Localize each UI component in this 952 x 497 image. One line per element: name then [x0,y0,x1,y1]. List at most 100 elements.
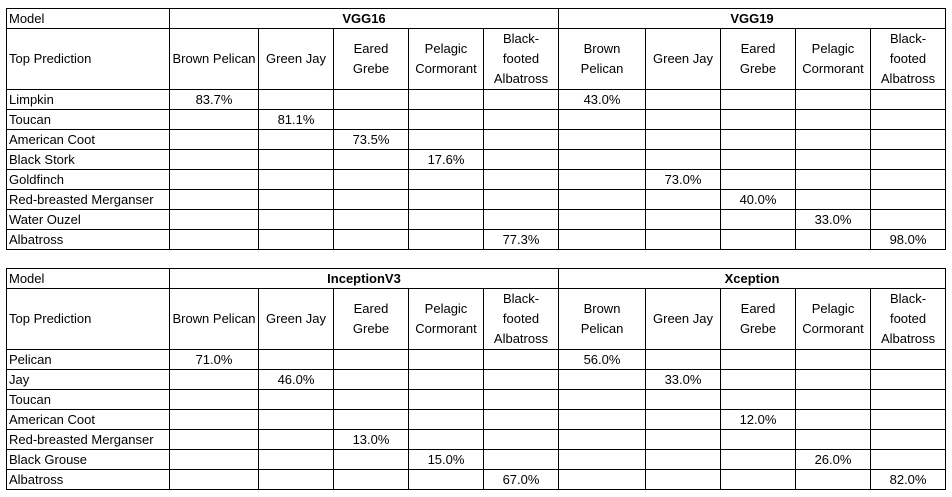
confidence-cell [169,189,259,210]
class-column-header: Brown Pelican [558,288,647,350]
confidence-cell [333,369,409,390]
confidence-cell [333,109,409,130]
confidence-cell [258,209,334,230]
confidence-cell [558,449,647,470]
class-header-row: Top Prediction Brown Pelican Green Jay Eare… [6,288,947,350]
prediction-label: Red-breasted Merganser [6,189,170,210]
confidence-cell [558,469,647,490]
class-column-header: Green Jay [645,28,721,90]
confidence-cell [870,389,947,410]
confidence-cell [645,349,722,370]
confidence-cell: 13.0% [333,429,409,450]
confidence-cell [408,469,484,490]
table-row: Water Ouzel 33.0% [6,209,946,230]
confidence-cell [720,389,797,410]
table-row: Albatross 67.0% 82.0% [6,469,947,490]
confidence-cell [795,229,871,250]
confidence-cell [169,229,259,250]
prediction-label: Toucan [6,389,170,410]
confidence-cell [408,209,484,230]
confidence-cell [720,169,796,190]
confidence-cell [558,189,646,210]
confidence-cell [333,89,409,110]
confidence-cell [169,369,259,390]
confidence-cell [408,109,484,130]
confidence-cell [870,149,946,170]
confidence-cell [795,369,872,390]
prediction-label: Albatross [6,469,170,490]
confidence-cell [258,409,334,430]
confidence-cell: 33.0% [795,209,871,230]
confidence-cell [258,469,334,490]
prediction-label: Toucan [6,109,170,130]
table-row: Red-breasted Merganser 40.0% [6,189,946,210]
class-column-header: Black-footed Albatross [870,28,946,90]
confidence-cell [795,409,872,430]
table-row: Toucan [6,389,947,410]
confidence-cell [795,109,871,130]
table-row: Albatross 77.3% 98.0% [6,229,946,250]
confidence-cell [483,189,559,210]
confidence-cell [645,469,722,490]
table-row: Toucan 81.1% [6,109,946,130]
class-column-header: Pelagic Cormorant [408,28,484,90]
confidence-cell [795,89,871,110]
class-column-header: Green Jay [258,28,334,90]
confidence-cell [558,209,646,230]
confidence-cell [169,409,259,430]
confidence-cell [482,369,560,390]
prediction-label: Red-breasted Merganser [6,429,170,450]
model-group-header: VGG16 [169,8,559,29]
confidence-cell [258,189,334,210]
class-column-header: Black-footed Albatross [870,288,947,350]
confidence-cell [333,189,409,210]
confidence-cell [483,209,559,230]
confidence-cell [483,89,559,110]
confidence-cell: 56.0% [558,349,647,370]
confidence-cell [169,449,259,470]
confidence-cell [870,189,946,210]
table-row: Black Grouse 15.0% 26.0% [6,449,947,470]
table-row: Pelican 71.0% 56.0% [6,349,947,370]
confidence-cell [720,469,797,490]
class-column-header: Eared Grebe [333,28,409,90]
class-column-header: Brown Pelican [169,288,259,350]
confidence-cell [408,169,484,190]
prediction-label: Limpkin [6,89,170,110]
confidence-cell: 46.0% [258,369,334,390]
confidence-cell [333,349,409,370]
confidence-cell [870,429,947,450]
confidence-cell [169,429,259,450]
confidence-cell [558,369,647,390]
confidence-cell [645,189,721,210]
confidence-cell: 82.0% [870,469,947,490]
confidence-cell [169,389,259,410]
confidence-cell [645,409,722,430]
confidence-cell: 83.7% [169,89,259,110]
confidence-cell [795,169,871,190]
prediction-label: Water Ouzel [6,209,170,230]
confidence-cell [482,429,560,450]
confidence-cell: 12.0% [720,409,797,430]
confidence-cell [720,149,796,170]
confidence-cell [169,149,259,170]
confidence-cell [169,209,259,230]
prediction-label: Albatross [6,229,170,250]
confidence-cell [483,169,559,190]
confidence-cell [870,109,946,130]
class-column-header: Pelagic Cormorant [795,28,871,90]
confidence-cell [333,389,409,410]
confidence-cell: 15.0% [408,449,484,470]
confidence-cell [645,229,721,250]
confidence-cell [483,129,559,150]
confidence-cell [482,349,560,370]
confidence-cell [795,429,872,450]
model-label: Model [6,8,170,29]
confidence-cell [720,229,796,250]
confidence-cell [333,469,409,490]
confidence-cell [870,209,946,230]
class-column-header: Eared Grebe [333,288,409,350]
confidence-cell [408,89,484,110]
confidence-cell [169,109,259,130]
class-header-row: Top Prediction Brown Pelican Green Jay Eare… [6,28,946,90]
